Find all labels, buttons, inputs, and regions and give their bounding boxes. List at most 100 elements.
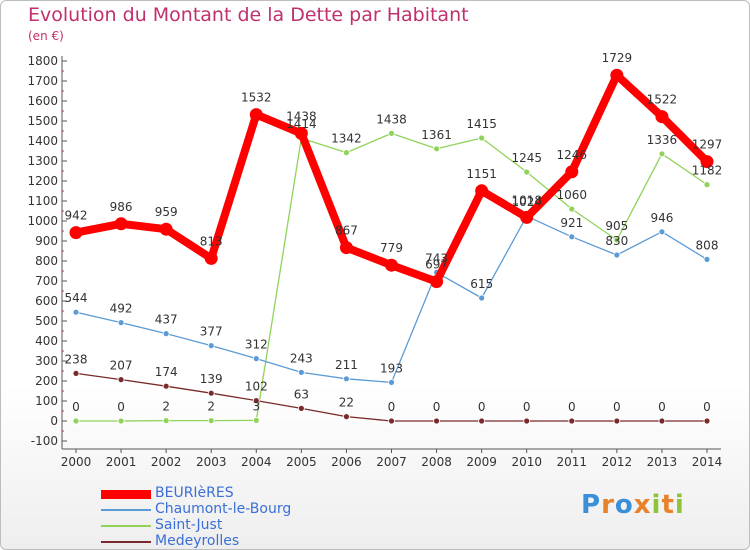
legend-swatch-beurieres	[101, 490, 151, 499]
data-point-medeyrolles	[72, 369, 80, 377]
data-point-medeyrolles	[478, 417, 486, 425]
data-label-medeyrolles: 0	[658, 400, 666, 414]
data-point-beurieres	[204, 251, 218, 265]
y-tick-label: 0	[50, 414, 58, 428]
data-label-beurieres: 1532	[241, 91, 272, 105]
data-label-medeyrolles: 0	[703, 400, 711, 414]
data-point-medeyrolles	[252, 397, 260, 405]
data-point-medeyrolles	[343, 413, 350, 421]
y-tick-label: 1500	[27, 114, 58, 128]
data-point-beurieres	[249, 108, 263, 122]
data-point-medeyrolles	[297, 404, 305, 412]
data-label-chaumont: 312	[245, 338, 268, 352]
data-point-saint-just	[523, 168, 531, 176]
data-label-beurieres: 1018	[511, 193, 542, 207]
x-tick-label: 2000	[61, 455, 92, 469]
data-point-medeyrolles	[658, 417, 666, 425]
data-point-beurieres	[339, 241, 353, 255]
data-point-saint-just	[72, 417, 80, 425]
data-label-saint-just: 2	[162, 400, 170, 414]
y-tick-label: 1800	[27, 54, 58, 68]
x-tick-label: 2006	[331, 455, 362, 469]
data-point-chaumont	[613, 251, 621, 259]
legend-label-medeyrolles: Medeyrolles	[155, 533, 240, 549]
data-point-medeyrolles	[523, 417, 531, 425]
data-point-chaumont	[388, 378, 395, 386]
x-tick-label: 2001	[106, 455, 137, 469]
y-tick-label: 200	[35, 374, 58, 388]
x-tick-label: 2009	[466, 455, 497, 469]
data-label-beurieres: 779	[380, 241, 403, 255]
y-tick-label: 400	[35, 334, 58, 348]
data-point-saint-just	[343, 149, 350, 157]
data-point-medeyrolles	[613, 417, 621, 425]
data-point-beurieres	[655, 110, 669, 124]
y-tick-label: 1400	[27, 134, 58, 148]
data-label-beurieres: 1297	[692, 138, 723, 152]
data-label-beurieres: 1151	[466, 167, 497, 181]
y-tick-label: 1700	[27, 74, 58, 88]
data-point-beurieres	[114, 217, 128, 231]
data-label-beurieres: 986	[110, 200, 133, 214]
data-label-chaumont: 211	[335, 358, 358, 372]
data-label-medeyrolles: 0	[523, 400, 531, 414]
data-point-medeyrolles	[568, 417, 576, 425]
y-tick-label: 700	[35, 274, 58, 288]
data-label-medeyrolles: 139	[200, 372, 223, 386]
data-point-beurieres	[69, 226, 83, 240]
data-point-chaumont	[72, 308, 80, 316]
legend-swatch-saint-just	[101, 525, 151, 527]
data-label-medeyrolles: 0	[478, 400, 486, 414]
data-label-chaumont: 1024	[511, 195, 542, 209]
x-tick-label: 2003	[196, 455, 227, 469]
data-label-chaumont: 743	[425, 251, 448, 265]
data-label-medeyrolles: 102	[245, 380, 268, 394]
x-tick-label: 2012	[602, 455, 633, 469]
data-point-saint-just	[703, 181, 711, 189]
data-label-saint-just: 1182	[692, 164, 723, 178]
data-label-chaumont: 193	[380, 361, 403, 375]
data-label-medeyrolles: 0	[568, 400, 576, 414]
data-label-saint-just: 905	[605, 219, 628, 233]
x-tick-label: 2010	[511, 455, 542, 469]
x-tick-label: 2002	[151, 455, 182, 469]
y-tick-label: 600	[35, 294, 58, 308]
data-point-medeyrolles	[703, 417, 711, 425]
data-point-beurieres	[159, 222, 173, 236]
data-point-beurieres	[294, 126, 308, 140]
x-tick-label: 2004	[241, 455, 272, 469]
data-label-saint-just: 3	[252, 399, 260, 413]
y-tick-label: 500	[35, 314, 58, 328]
data-label-beurieres: 813	[200, 234, 223, 248]
data-point-beurieres	[430, 275, 444, 289]
data-label-medeyrolles: 0	[433, 400, 441, 414]
data-point-medeyrolles	[207, 389, 215, 397]
data-point-beurieres	[475, 184, 489, 198]
y-tick-label: 1600	[27, 94, 58, 108]
data-label-chaumont: 946	[650, 211, 673, 225]
y-tick-label: 1200	[27, 174, 58, 188]
data-point-saint-just	[388, 129, 395, 137]
y-tick-label: 1100	[27, 194, 58, 208]
legend-label-chaumont: Chaumont-le-Bourg	[155, 501, 292, 517]
x-tick-label: 2014	[692, 455, 723, 469]
data-point-saint-just	[117, 417, 125, 425]
unit-label: (en €)	[28, 29, 64, 43]
data-label-medeyrolles: 238	[65, 352, 88, 366]
y-tick-label: 800	[35, 254, 58, 268]
data-point-chaumont	[297, 368, 305, 376]
y-tick-label: 100	[35, 394, 58, 408]
data-label-chaumont: 808	[696, 238, 719, 252]
data-label-saint-just: 1342	[331, 132, 362, 146]
data-label-medeyrolles: 207	[110, 359, 133, 373]
data-point-beurieres	[610, 68, 624, 82]
data-point-medeyrolles	[117, 376, 125, 384]
data-label-saint-just: 1438	[376, 112, 407, 126]
x-tick-label: 2008	[421, 455, 452, 469]
data-label-saint-just: 2	[207, 400, 215, 414]
x-tick-label: 2013	[647, 455, 678, 469]
proxiti-logo: Proxiti	[581, 490, 685, 520]
legend-swatch-medeyrolles	[101, 541, 151, 543]
data-point-saint-just	[613, 236, 621, 244]
